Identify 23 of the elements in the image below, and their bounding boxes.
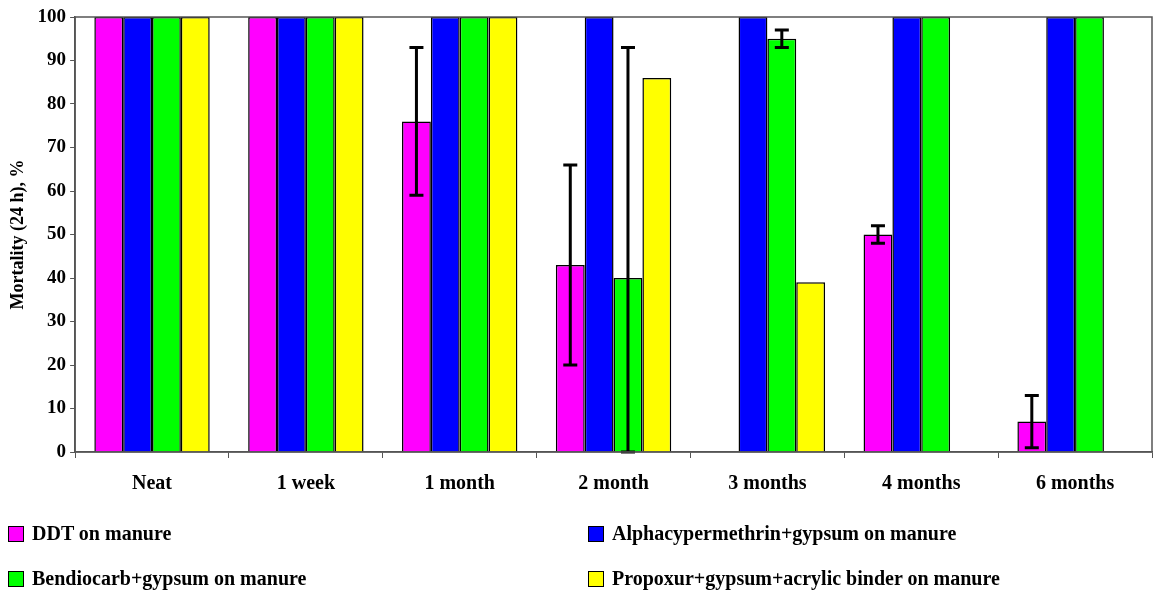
y-tick-label: 10 — [47, 396, 67, 418]
y-axis-title: Mortality (24 h), % — [7, 159, 29, 310]
y-tick-label: 30 — [47, 309, 67, 331]
y-tick-label: 0 — [56, 439, 67, 461]
x-tick-label: 3 months — [728, 471, 807, 494]
y-tick-label: 80 — [47, 91, 67, 113]
legend-label: DDT on manure — [32, 522, 172, 545]
x-tick-label: 1 week — [276, 471, 336, 494]
y-tick-label: 50 — [47, 222, 67, 244]
y-tick-label: 40 — [47, 265, 67, 287]
x-tick-label: 2 month — [578, 471, 649, 494]
y-tick-label: 60 — [47, 178, 67, 200]
y-tick-label: 20 — [47, 352, 67, 374]
legend-label: Bendiocarb+gypsum on manure — [32, 567, 307, 590]
y-tick-label: 100 — [37, 4, 67, 26]
x-tick-label: 4 months — [882, 471, 961, 494]
y-tick-label: 90 — [47, 48, 67, 70]
x-tick-label: Neat — [132, 471, 173, 494]
legend-label: Propoxur+gypsum+acrylic binder on manure — [612, 567, 1000, 590]
x-tick-label: 1 month — [424, 471, 495, 494]
x-tick-label: 6 months — [1035, 471, 1115, 494]
y-tick-label: 70 — [47, 135, 67, 157]
legend-label: Alphacypermethrin+gypsum on manure — [612, 522, 957, 545]
